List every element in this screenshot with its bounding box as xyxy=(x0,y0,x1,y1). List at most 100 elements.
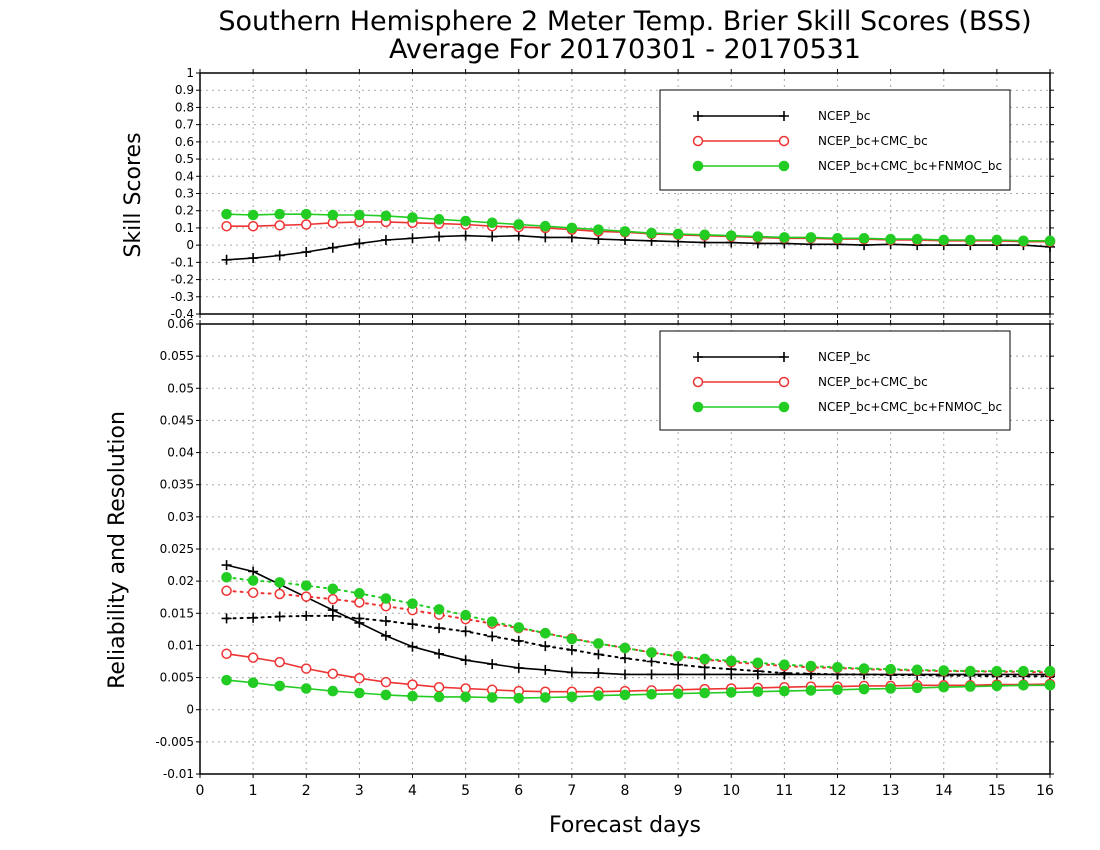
data-point xyxy=(434,231,445,242)
data-point xyxy=(1018,665,1029,677)
y-tick-label: 0.035 xyxy=(160,478,194,492)
data-point xyxy=(354,209,365,221)
data-point xyxy=(540,627,551,639)
legend-marker xyxy=(692,135,704,147)
data-point xyxy=(725,687,737,698)
data-point xyxy=(911,233,923,245)
data-point xyxy=(486,692,498,703)
x-tick-label: 8 xyxy=(621,783,630,799)
data-point xyxy=(301,663,312,674)
x-tick-label: 9 xyxy=(674,783,683,799)
legend-entry: NCEP_bc+CMC_bc xyxy=(692,134,928,148)
data-point xyxy=(566,644,577,655)
legend-marker xyxy=(779,352,789,362)
data-point xyxy=(566,691,578,703)
data-point xyxy=(221,571,232,583)
y-tick-label: 0.6 xyxy=(175,135,194,149)
data-point xyxy=(407,598,418,609)
data-point xyxy=(513,622,525,633)
data-point xyxy=(247,652,259,663)
data-point xyxy=(593,668,604,679)
data-point xyxy=(991,234,1003,246)
legend-box xyxy=(659,330,1011,431)
data-point xyxy=(593,649,604,660)
data-point xyxy=(221,560,232,571)
data-point xyxy=(327,242,338,253)
y-tick-label: 0.5 xyxy=(175,152,194,166)
data-point xyxy=(699,687,710,699)
data-point xyxy=(513,230,524,241)
data-point xyxy=(247,209,259,221)
x-tick-label: 11 xyxy=(775,783,793,799)
data-point xyxy=(407,619,418,630)
x-tick-label: 13 xyxy=(882,783,900,799)
data-point xyxy=(646,656,657,667)
data-point xyxy=(247,587,259,598)
data-point xyxy=(965,234,976,246)
y-tick-label: -0.2 xyxy=(171,273,194,287)
data-point xyxy=(672,651,684,662)
data-point xyxy=(486,616,498,627)
data-point xyxy=(540,220,551,232)
legend: NCEP_bc NCEP_bc+CMC_bc NCEP_bc+CMC_bc+FNMO… xyxy=(659,89,1011,191)
y-tick-label: 0.4 xyxy=(175,169,194,183)
data-point xyxy=(1044,235,1056,247)
data-point xyxy=(593,690,604,701)
data-point xyxy=(487,631,498,642)
data-point xyxy=(593,638,604,649)
y-tick-label: -0.4 xyxy=(171,307,194,321)
data-point xyxy=(301,591,312,602)
data-point xyxy=(354,672,365,684)
data-point xyxy=(1044,679,1056,691)
data-point xyxy=(991,680,1003,692)
data-point xyxy=(300,683,312,694)
data-point xyxy=(380,593,392,604)
data-point xyxy=(779,232,790,243)
data-point xyxy=(487,659,498,670)
data-point xyxy=(247,575,259,586)
data-point xyxy=(354,597,365,608)
series-ncep_bc-cmc_bc-fnmoc_bc-reliability xyxy=(221,674,1056,704)
series-ncep_bc xyxy=(221,230,1055,265)
data-point xyxy=(301,610,312,621)
data-point xyxy=(460,691,471,703)
legend-label: NCEP_bc+CMC_bc+FNMOC_bc xyxy=(818,400,1002,414)
data-point xyxy=(301,247,312,258)
data-point xyxy=(540,641,551,652)
x-tick-label: 16 xyxy=(1036,783,1054,799)
data-point xyxy=(805,685,817,696)
data-point xyxy=(433,214,445,225)
data-point xyxy=(274,656,285,668)
data-point xyxy=(858,232,870,244)
data-point xyxy=(646,669,657,680)
data-point xyxy=(460,215,471,227)
data-point xyxy=(779,685,790,697)
legend-label: NCEP_bc+CMC_bc xyxy=(818,134,928,148)
y-tick-label: 0.8 xyxy=(175,100,194,114)
data-point xyxy=(380,676,392,688)
x-tick-label: 15 xyxy=(988,783,1006,799)
legend-entry: NCEP_bc+CMC_bc+FNMOC_bc xyxy=(692,400,1002,414)
series-ncep_bc-cmc_bc-resolution xyxy=(221,585,1056,678)
data-point xyxy=(619,642,631,654)
data-point xyxy=(620,669,630,680)
data-point xyxy=(832,661,843,673)
data-point xyxy=(513,219,525,230)
y-tick-label: 0.1 xyxy=(175,221,194,235)
x-axis-label: Forecast days xyxy=(549,813,701,838)
data-point xyxy=(433,691,445,703)
data-point xyxy=(433,681,445,693)
data-point xyxy=(407,212,418,223)
y-tick-label: 0.02 xyxy=(167,574,194,588)
data-point xyxy=(1018,235,1029,247)
legend-label: NCEP_bc+CMC_bc+FNMOC_bc xyxy=(818,159,1002,173)
legend-marker xyxy=(778,160,790,172)
data-point xyxy=(248,566,259,577)
legend: NCEP_bc NCEP_bc+CMC_bc NCEP_bc+CMC_bc+FNMO… xyxy=(659,330,1011,431)
data-point xyxy=(938,665,950,676)
legend-marker xyxy=(778,135,790,147)
data-point xyxy=(965,681,976,692)
data-point xyxy=(673,669,684,680)
y-tick-label: 0.2 xyxy=(175,204,194,218)
